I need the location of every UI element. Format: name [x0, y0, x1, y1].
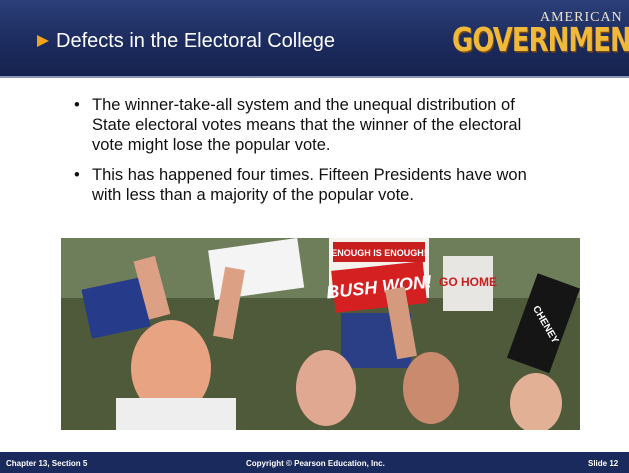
footer-copyright: Copyright © Pearson Education, Inc. [246, 459, 385, 468]
person [403, 352, 459, 424]
header-bar: Defects in the Electoral College AMERICA… [0, 0, 629, 78]
bullet: This has happened four times. Fifteen Pr… [72, 165, 552, 205]
slide: Defects in the Electoral College AMERICA… [0, 0, 629, 473]
photo: ENOUGH IS ENOUGH! BUSH WON! GO HOME CHEN… [61, 238, 580, 430]
footer-bar: Chapter 13, Section 5 Copyright © Pearso… [0, 452, 629, 473]
footer-chapter: Chapter 13, Section 5 [6, 459, 87, 468]
slide-title: Defects in the Electoral College [56, 30, 335, 53]
footer-slide: Slide 12 [588, 459, 618, 468]
sign-text: GO HOME [439, 275, 497, 289]
bullet: The winner-take-all system and the unequ… [72, 95, 552, 155]
bullet-arrow [36, 34, 50, 48]
bullet-list: The winner-take-all system and the unequ… [72, 95, 552, 215]
logo-main: GOVERNMENT [452, 22, 629, 60]
person [296, 350, 356, 426]
person [116, 398, 236, 430]
sign-text: ENOUGH IS ENOUGH! [331, 248, 427, 258]
